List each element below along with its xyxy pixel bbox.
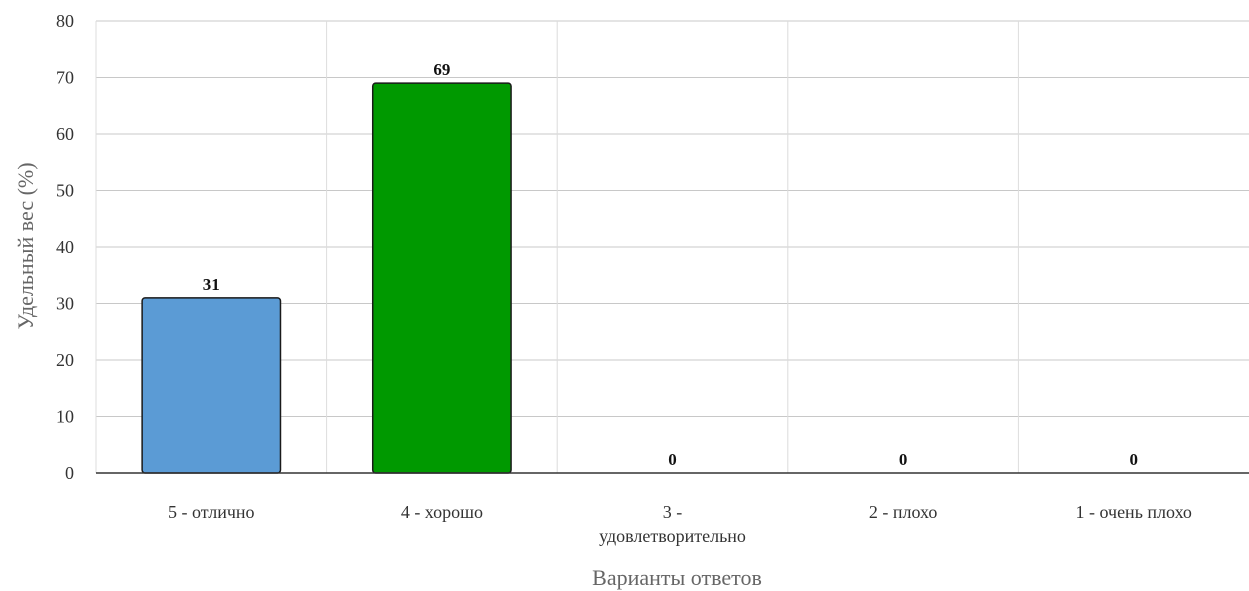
data-label: 31 [203,275,220,294]
data-labels: 31 69 0 0 0 [203,60,1138,469]
y-tick-label: 30 [56,294,74,314]
y-tick-label: 80 [56,11,74,31]
y-tick-label: 20 [56,350,74,370]
data-label: 0 [899,450,908,469]
x-category-label: 3 -удовлетворительно [599,502,746,546]
x-axis-categories: 5 - отлично 4 - хорошо 3 -удовлетворительн… [168,502,1192,546]
y-tick-label: 10 [56,407,74,427]
data-label: 69 [433,60,450,79]
y-tick-label: 0 [65,463,74,483]
x-category-label: 2 - плохо [869,502,937,522]
bar [141,297,282,474]
y-tick-label: 50 [56,181,74,201]
y-axis-ticks: 0 10 20 30 40 50 60 70 80 [56,11,74,483]
bar [371,82,512,474]
y-axis-title: Удельный вес (%) [13,162,38,329]
x-category-label: 5 - отлично [168,502,254,522]
x-axis-title: Варианты ответов [592,565,762,590]
x-category-label: 1 - очень плохо [1075,502,1191,522]
x-category-label: 4 - хорошо [401,502,483,522]
y-tick-label: 40 [56,237,74,257]
y-tick-label: 60 [56,124,74,144]
y-tick-label: 70 [56,68,74,88]
data-label: 0 [1129,450,1138,469]
data-label: 0 [668,450,677,469]
chart-grid [95,20,1249,473]
chart-bars [141,82,512,474]
